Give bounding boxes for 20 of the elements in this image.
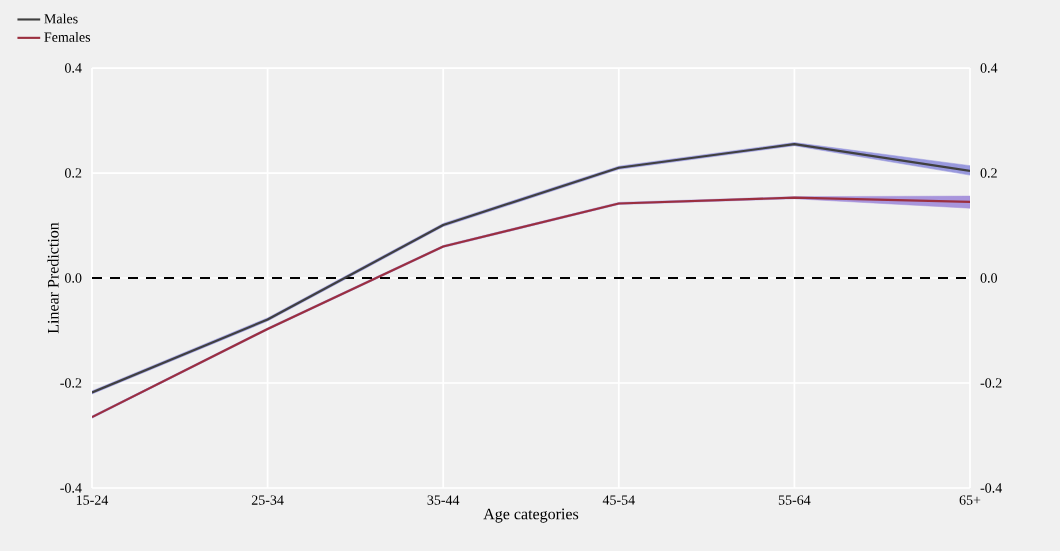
y2-tick-label: 0.0 xyxy=(980,273,998,283)
y-tick-label: -0.2 xyxy=(60,378,82,388)
x-tick-label: 65+ xyxy=(959,495,981,505)
x-axis-title: Age categories xyxy=(483,508,579,523)
x-tick-label: 35-44 xyxy=(427,495,460,505)
y2-tick-label: 0.2 xyxy=(980,168,997,178)
legend-label: Females xyxy=(44,32,91,42)
y2-tick-label: -0.2 xyxy=(980,378,1002,388)
y2-tick-label: 0.4 xyxy=(980,63,998,73)
y-axis-title: Linear Prediction xyxy=(47,222,59,334)
x-tick-label: 55-64 xyxy=(778,495,811,505)
x-tick-label: 15-24 xyxy=(76,495,109,505)
x-tick-label: 25-34 xyxy=(251,495,284,505)
x-tick-label: 45-54 xyxy=(602,495,635,505)
y-tick-label: 0.4 xyxy=(64,63,82,73)
y2-tick-label: -0.4 xyxy=(980,483,1002,493)
legend-label: Males xyxy=(44,13,78,24)
y-tick-label: 0.0 xyxy=(64,273,82,283)
y-tick-label: 0.2 xyxy=(64,168,82,178)
y-tick-label: -0.4 xyxy=(60,483,82,493)
